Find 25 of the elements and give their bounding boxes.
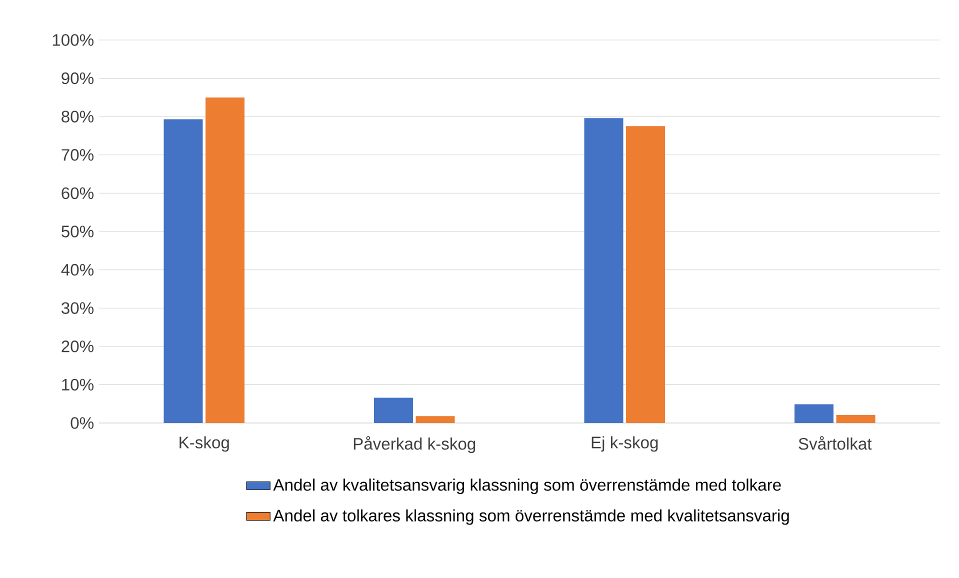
y-tick-label: 80% bbox=[62, 110, 94, 122]
legend-label: Andel av kvalitetsansvarig klassning som överrenstämde med tolkare bbox=[273, 478, 781, 494]
y-tick-label: 20% bbox=[62, 340, 94, 352]
y-tick-label: 0% bbox=[70, 417, 94, 429]
y-tick-label: 90% bbox=[62, 72, 94, 84]
y-tick-label: 60% bbox=[62, 187, 94, 200]
bar bbox=[374, 398, 413, 423]
y-tick-label: 40% bbox=[61, 264, 94, 276]
x-tick-label: Påverkad k-skog bbox=[354, 436, 476, 454]
y-tick-label: 30% bbox=[62, 302, 94, 314]
bar bbox=[206, 97, 245, 423]
y-tick-label: 10% bbox=[62, 378, 94, 391]
bar bbox=[584, 118, 624, 423]
bar bbox=[626, 126, 666, 423]
bar bbox=[164, 119, 203, 423]
bar bbox=[794, 404, 834, 423]
y-tick-label: 70% bbox=[62, 149, 94, 161]
x-tick-label: Ej k-skog bbox=[592, 436, 658, 452]
bar bbox=[416, 416, 455, 423]
x-tick-label: Svårtolkat bbox=[798, 436, 872, 450]
y-tick-label: 100% bbox=[52, 34, 94, 46]
y-tick-label: 50% bbox=[62, 226, 94, 238]
legend-label: Andel av tolkares klassning som överrenstämde med kvalitetsansvarig bbox=[273, 509, 789, 525]
x-tick-label: K-skog bbox=[180, 436, 229, 452]
bar bbox=[836, 414, 876, 423]
